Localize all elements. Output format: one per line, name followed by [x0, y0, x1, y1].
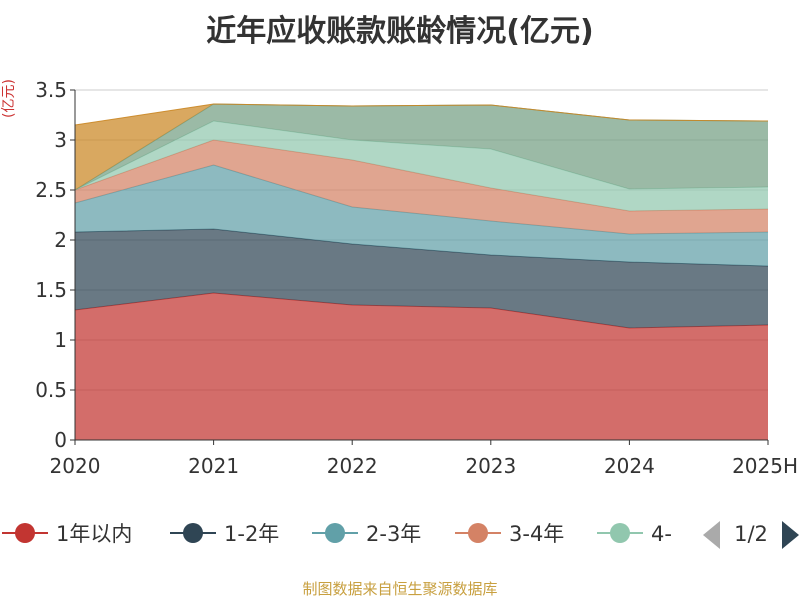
series-line-7	[74, 103, 769, 126]
x-tick-label: 2023	[465, 454, 516, 478]
legend-item-label[interactable]: 1年以内	[56, 522, 132, 546]
legend-item-label[interactable]: 2-3年	[366, 522, 421, 546]
area-series-3	[75, 165, 768, 266]
y-tick-label: 3	[54, 128, 67, 152]
x-tick-label: 2022	[327, 454, 378, 478]
x-tick-label: 2021	[188, 454, 239, 478]
y-tick-label: 0	[54, 428, 67, 452]
y-tick-label: 0.5	[35, 378, 67, 402]
y-tick-label: 2.5	[35, 178, 67, 202]
area-series-1	[75, 293, 768, 440]
legend-marker	[183, 523, 203, 543]
area-series-4	[75, 140, 768, 234]
data-source-footer: 制图数据来自恒生聚源数据库	[302, 580, 498, 598]
legend-item-label[interactable]: 1-2年	[224, 522, 279, 546]
y-tick-label: 1	[54, 328, 67, 352]
legend-next-page-icon[interactable]	[782, 521, 799, 549]
area-series-6	[75, 104, 768, 190]
y-tick-label: 2	[54, 228, 67, 252]
legend-item-label[interactable]: 3-4年	[509, 522, 564, 546]
x-tick-label: 2024	[604, 454, 655, 478]
legend-marker	[325, 523, 345, 543]
x-tick-label: 2025H	[732, 454, 798, 478]
y-tick-label: 1.5	[35, 278, 67, 302]
area-series-5	[75, 121, 768, 211]
legend-prev-page-icon[interactable]	[703, 521, 720, 549]
legend-item-label[interactable]: 4-	[651, 522, 672, 546]
legend-marker	[468, 523, 488, 543]
y-tick-label: 3.5	[35, 78, 67, 102]
legend-marker	[15, 523, 35, 543]
x-tick-label: 2020	[50, 454, 101, 478]
legend-page-indicator: 1/2	[734, 522, 768, 546]
legend-marker	[610, 523, 630, 543]
chart-title: 近年应收账款账龄情况(亿元)	[206, 14, 594, 49]
area-series-2	[75, 229, 768, 328]
